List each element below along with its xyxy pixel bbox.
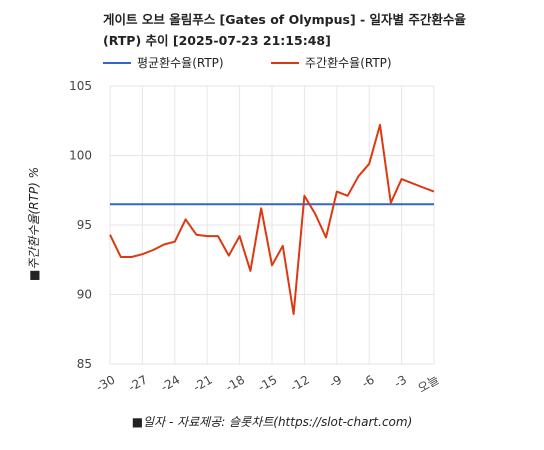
x-tick-label-4: -18 (223, 372, 247, 394)
series-group (109, 123, 435, 315)
series-line-1 (109, 123, 435, 315)
grid-lines (109, 85, 435, 365)
y-tick-label-2: 95 (77, 218, 92, 232)
x-tick-label-6: -12 (288, 372, 312, 394)
chart-title-line2: (RTP) 추이 [2025-07-23 21:15:48] (103, 33, 331, 48)
y-axis-ticks: 85 90 95 100 105 (69, 79, 92, 371)
y-tick-label-4: 105 (69, 79, 92, 93)
y-tick-label-3: 100 (69, 149, 92, 163)
x-tick-label-3: -21 (191, 372, 215, 394)
legend-label-0: 평균환수율(RTP) (137, 56, 224, 70)
legend-label-1: 주간환수율(RTP) (305, 56, 392, 70)
x-axis-title: ■일자 - 자료제공: 슬롯차트(https://slot-chart.com) (132, 415, 413, 429)
x-tick-label-1: -27 (126, 372, 150, 394)
y-tick-label-1: 90 (77, 288, 92, 302)
x-tick-label-8: -6 (359, 372, 376, 390)
y-tick-label-0: 85 (77, 357, 92, 371)
y-axis-title: ■주간환수율(RTP) % (27, 167, 41, 281)
x-tick-label-10: 오늘 (415, 372, 441, 395)
x-tick-label-5: -15 (256, 372, 280, 394)
chart-title-line1: 게이트 오브 올림푸스 [Gates of Olympus] - 일자별 주간환… (103, 12, 466, 27)
legend: 평균환수율(RTP) 주간환수율(RTP) (103, 56, 392, 70)
x-tick-label-9: -3 (392, 372, 409, 390)
x-axis-ticks: -30 -27 -24 -21 -18 -15 -12 -9 -6 -3 오늘 (94, 372, 442, 395)
x-tick-label-7: -9 (327, 372, 344, 390)
x-tick-label-0: -30 (94, 372, 118, 394)
x-tick-label-2: -24 (158, 372, 182, 394)
